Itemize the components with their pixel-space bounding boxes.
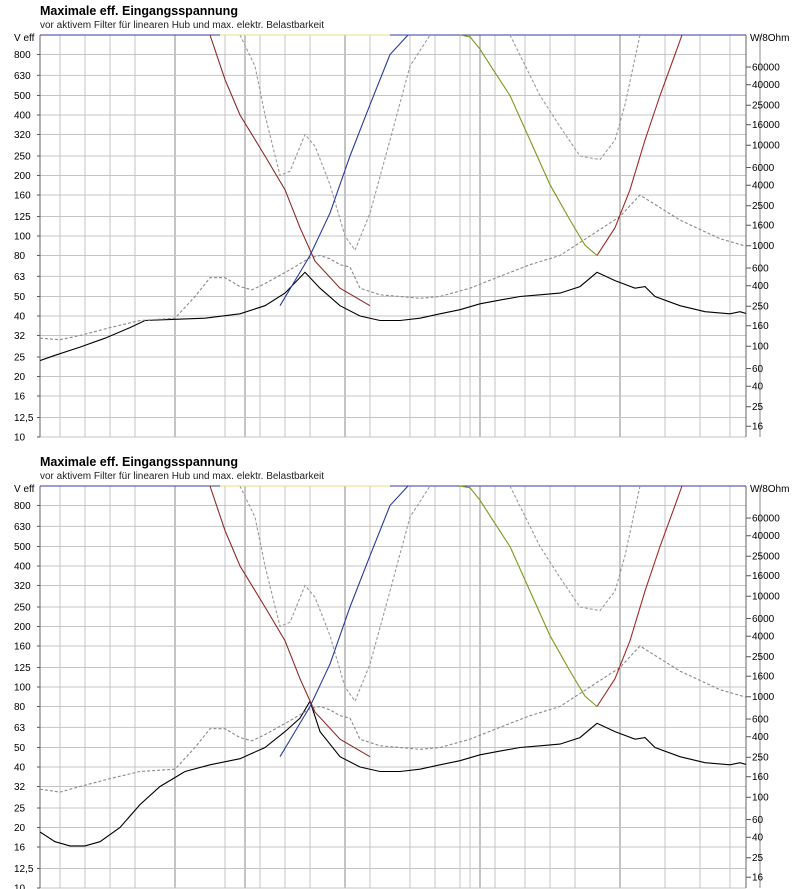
- tick-label-y: 100: [14, 232, 31, 243]
- tick-label-y2: 16000: [752, 120, 780, 131]
- tick-label-y: 40: [14, 762, 26, 773]
- chart-subtitle: vor aktivem Filter für linearen Hub und …: [40, 20, 324, 31]
- tick-label-y: 32: [14, 782, 26, 793]
- tick-label-y2: 25000: [752, 552, 780, 563]
- tick-label-y2: 25000: [752, 101, 780, 112]
- tick-label-y: 320: [14, 581, 31, 592]
- series-line-0: [40, 701, 800, 846]
- tick-label-y: 400: [14, 561, 31, 572]
- tick-label-y: 40: [14, 311, 26, 322]
- tick-label-y2: 1600: [752, 672, 775, 683]
- tick-label-y2: 40: [752, 382, 764, 393]
- tick-label-y: 32: [14, 331, 26, 342]
- tick-label-y: 125: [14, 663, 31, 674]
- tick-label-y2: 1600: [752, 221, 775, 232]
- tick-label-y: 50: [14, 292, 26, 303]
- series-group: [40, 486, 800, 846]
- tick-label-y: 16: [14, 391, 26, 402]
- tick-label-y: 25: [14, 804, 26, 815]
- y2-axis-label: W/8Ohm: [750, 33, 789, 44]
- tick-label-y: 20: [14, 823, 26, 834]
- tick-label-y2: 10000: [752, 141, 780, 152]
- tick-label-y2: 16000: [752, 571, 780, 582]
- tick-label-y2: 1000: [752, 692, 775, 703]
- tick-label-y2: 2500: [752, 652, 775, 663]
- tick-label-y2: 400: [752, 281, 769, 292]
- tick-label-y: 400: [14, 110, 31, 121]
- y-axis-label: V eff: [14, 33, 35, 44]
- series-line-2: [240, 35, 430, 250]
- tick-label-y2: 10000: [752, 592, 780, 603]
- tick-label-y2: 40000: [752, 531, 780, 542]
- chart-subtitle: vor aktivem Filter für linearen Hub und …: [40, 471, 324, 482]
- tick-label-y: 20: [14, 372, 26, 383]
- tick-label-y2: 100: [752, 793, 769, 804]
- tick-label-y: 800: [14, 50, 31, 61]
- tick-label-y: 250: [14, 152, 31, 163]
- tick-label-y2: 16: [752, 873, 764, 884]
- tick-label-y: 250: [14, 603, 31, 614]
- tick-label-y2: 160: [752, 321, 769, 332]
- tick-label-y2: 60: [752, 364, 764, 375]
- y-axis-label: V eff: [14, 484, 35, 495]
- chart-plot-top: 800 630 500 400 320 250 200 160 125 100 80 63 50 40 32…: [0, 32, 800, 444]
- tick-label-y2: 400: [752, 732, 769, 743]
- chart-plot-bottom: 800 630 500 400 320 250 200 160 125 100 80 63 50 40 32…: [0, 483, 800, 889]
- tick-label-y: 63: [14, 272, 26, 283]
- tick-label-y: 500: [14, 91, 31, 102]
- chart-title: Maximale eff. Eingangsspannung: [40, 4, 238, 18]
- tick-label-y: 100: [14, 683, 31, 694]
- tick-label-y2: 1000: [752, 241, 775, 252]
- tick-label-y: 16: [14, 842, 26, 853]
- tick-label-y2: 160: [752, 772, 769, 783]
- chart-title: Maximale eff. Eingangsspannung: [40, 455, 238, 469]
- tick-label-y: 200: [14, 622, 31, 633]
- tick-label-y: 50: [14, 743, 26, 754]
- tick-label-y: 160: [14, 190, 31, 201]
- tick-label-y: 80: [14, 251, 26, 262]
- series-group: [40, 35, 800, 361]
- tick-label-y2: 600: [752, 715, 769, 726]
- tick-label-y2: 6000: [752, 163, 775, 174]
- tick-label-y: 630: [14, 71, 31, 82]
- series-line-7: [460, 35, 597, 256]
- tick-label-y2: 25: [752, 402, 764, 413]
- tick-label-y2: 250: [752, 302, 769, 313]
- series-line-7: [460, 486, 597, 707]
- tick-label-y2: 60: [752, 815, 764, 826]
- series-line-5: [597, 35, 682, 256]
- tick-label-y2: 16: [752, 422, 764, 433]
- tick-label-y: 80: [14, 702, 26, 713]
- tick-label-y: 12,5: [14, 413, 34, 424]
- tick-label-y2: 6000: [752, 614, 775, 625]
- tick-label-y: 500: [14, 542, 31, 553]
- y2-axis-label: W/8Ohm: [750, 484, 789, 495]
- tick-label-y: 12,5: [14, 864, 34, 875]
- tick-label-y: 63: [14, 723, 26, 734]
- tick-label-y2: 40: [752, 833, 764, 844]
- tick-label-y: 800: [14, 501, 31, 512]
- tick-label-y2: 40000: [752, 80, 780, 91]
- tick-label-y: 10: [14, 433, 26, 444]
- tick-label-y2: 60000: [752, 63, 780, 74]
- tick-label-y: 630: [14, 522, 31, 533]
- tick-label-y: 320: [14, 130, 31, 141]
- series-line-2: [240, 486, 430, 701]
- tick-label-y: 200: [14, 171, 31, 182]
- chart-panel-bottom: Maximale eff. Eingangsspannung vor aktiv…: [0, 450, 800, 888]
- tick-label-y2: 60000: [752, 514, 780, 525]
- tick-label-y2: 2500: [752, 201, 775, 212]
- tick-label-y2: 4000: [752, 181, 775, 192]
- tick-label-y2: 100: [752, 342, 769, 353]
- tick-label-y2: 250: [752, 753, 769, 764]
- tick-label-y2: 25: [752, 853, 764, 864]
- tick-label-y: 10: [14, 884, 26, 889]
- tick-label-y2: 600: [752, 264, 769, 275]
- tick-label-y2: 4000: [752, 632, 775, 643]
- tick-label-y: 25: [14, 353, 26, 364]
- series-line-5: [597, 486, 682, 707]
- tick-label-y: 160: [14, 641, 31, 652]
- tick-label-y: 125: [14, 212, 31, 223]
- chart-panel-top: Maximale eff. Eingangsspannung vor aktiv…: [0, 0, 800, 444]
